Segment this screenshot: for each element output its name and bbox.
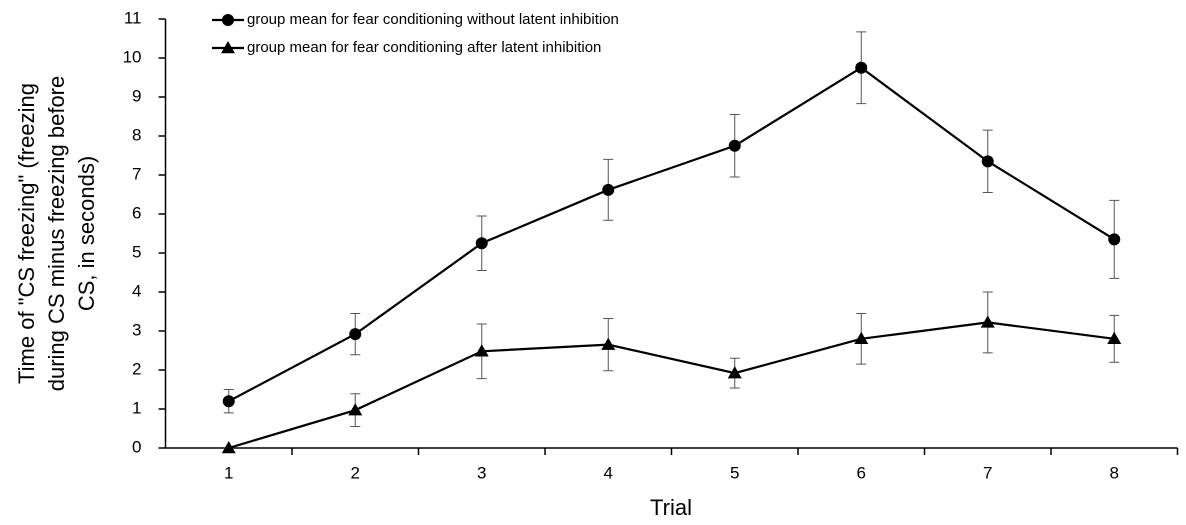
marker <box>348 403 363 416</box>
y-tick-label: 3 <box>132 320 141 339</box>
marker <box>981 155 994 168</box>
x-tick-label: 8 <box>1110 463 1119 482</box>
y-tick-label: 1 <box>132 398 141 417</box>
x-axis-title: Trial <box>650 495 692 520</box>
y-axis-title: during CS minus freezing before <box>44 76 69 392</box>
marker <box>980 315 995 328</box>
y-tick-label: 0 <box>132 437 141 456</box>
marker <box>602 183 615 196</box>
x-tick-label: 1 <box>224 463 233 482</box>
x-tick-label: 4 <box>604 463 613 482</box>
y-tick-label: 4 <box>132 281 141 300</box>
legend-label: group mean for fear conditioning without… <box>247 11 619 28</box>
x-tick-label: 5 <box>730 463 739 482</box>
marker <box>475 237 488 250</box>
x-tick-label: 7 <box>983 463 992 482</box>
marker <box>349 328 362 341</box>
marker <box>1107 331 1122 345</box>
y-tick-label: 10 <box>123 47 142 66</box>
y-tick-label: 11 <box>124 8 142 27</box>
marker <box>855 61 868 74</box>
marker <box>854 331 869 345</box>
series-line <box>228 66 1115 403</box>
x-tick-label: 6 <box>857 463 866 482</box>
series-line <box>228 321 1115 450</box>
marker <box>221 441 236 454</box>
x-tick-label: 3 <box>477 463 486 482</box>
legend-label: group mean for fear conditioning after l… <box>247 39 601 56</box>
y-tick-label: 9 <box>132 86 141 105</box>
y-tick-label: 8 <box>132 125 141 144</box>
y-axis-title: Time of "CS freezing" (freezing <box>14 83 39 384</box>
y-tick-label: 2 <box>132 359 141 378</box>
y-tick-label: 7 <box>132 164 141 183</box>
marker <box>601 337 616 350</box>
marker <box>474 344 489 357</box>
y-tick-label: 5 <box>132 242 141 261</box>
marker <box>1108 233 1121 246</box>
legend-marker <box>221 41 235 54</box>
y-tick-label: 6 <box>132 203 141 222</box>
y-axis-title: CS, in seconds) <box>74 156 99 311</box>
marker <box>727 366 742 379</box>
legend-marker <box>222 14 234 26</box>
marker <box>222 395 235 408</box>
x-tick-label: 2 <box>351 463 360 482</box>
marker <box>728 139 741 152</box>
